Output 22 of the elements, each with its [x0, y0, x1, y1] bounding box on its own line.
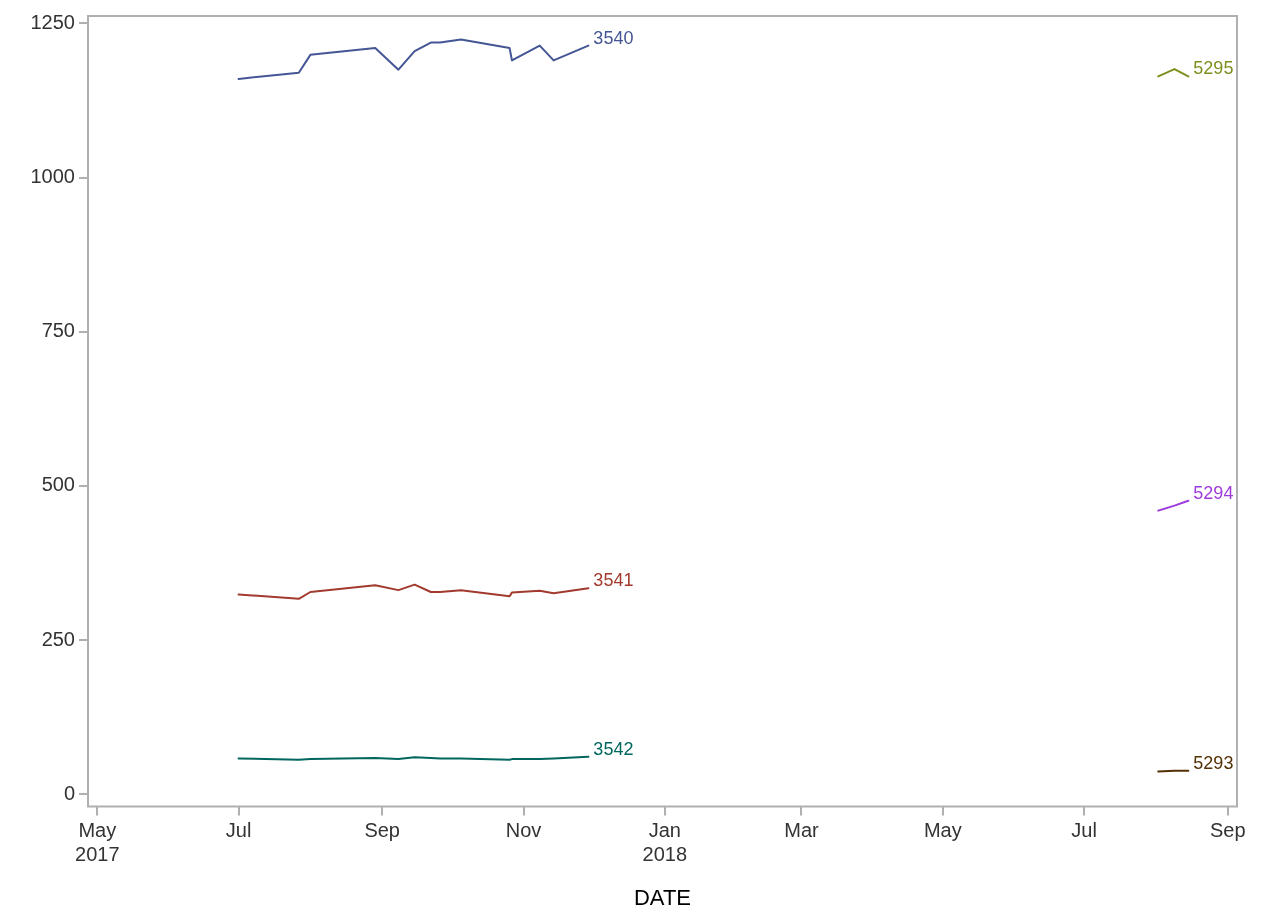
x-tick-label: Nov	[505, 819, 542, 842]
y-tick-label: 500	[41, 473, 75, 496]
series-label: 5294	[1193, 482, 1234, 503]
series-label: 3540	[593, 27, 634, 48]
y-tick-label: 750	[41, 319, 75, 342]
series-label: 3542	[593, 738, 634, 759]
x-tick-label: Jul	[225, 819, 252, 842]
y-tick-label: 250	[41, 627, 75, 650]
x-tick-label: May	[923, 819, 962, 842]
series-label: 5295	[1193, 58, 1234, 79]
y-tick-label: 1250	[30, 10, 75, 33]
x-tick-label: May 2017	[75, 819, 120, 866]
series-label: 3541	[593, 570, 634, 591]
y-tick-label: 0	[63, 781, 75, 804]
x-tick-label: Mar	[784, 819, 820, 842]
x-tick-label: Sep	[1209, 819, 1246, 842]
x-tick-label: Jul	[1071, 819, 1097, 842]
x-tick-label: Sep	[364, 819, 400, 842]
x-tick-label: Jan 2018	[642, 819, 688, 866]
y-tick-label: 1000	[30, 165, 75, 188]
x-axis-title: DATE	[633, 884, 692, 910]
series-label: 5293	[1193, 752, 1234, 773]
